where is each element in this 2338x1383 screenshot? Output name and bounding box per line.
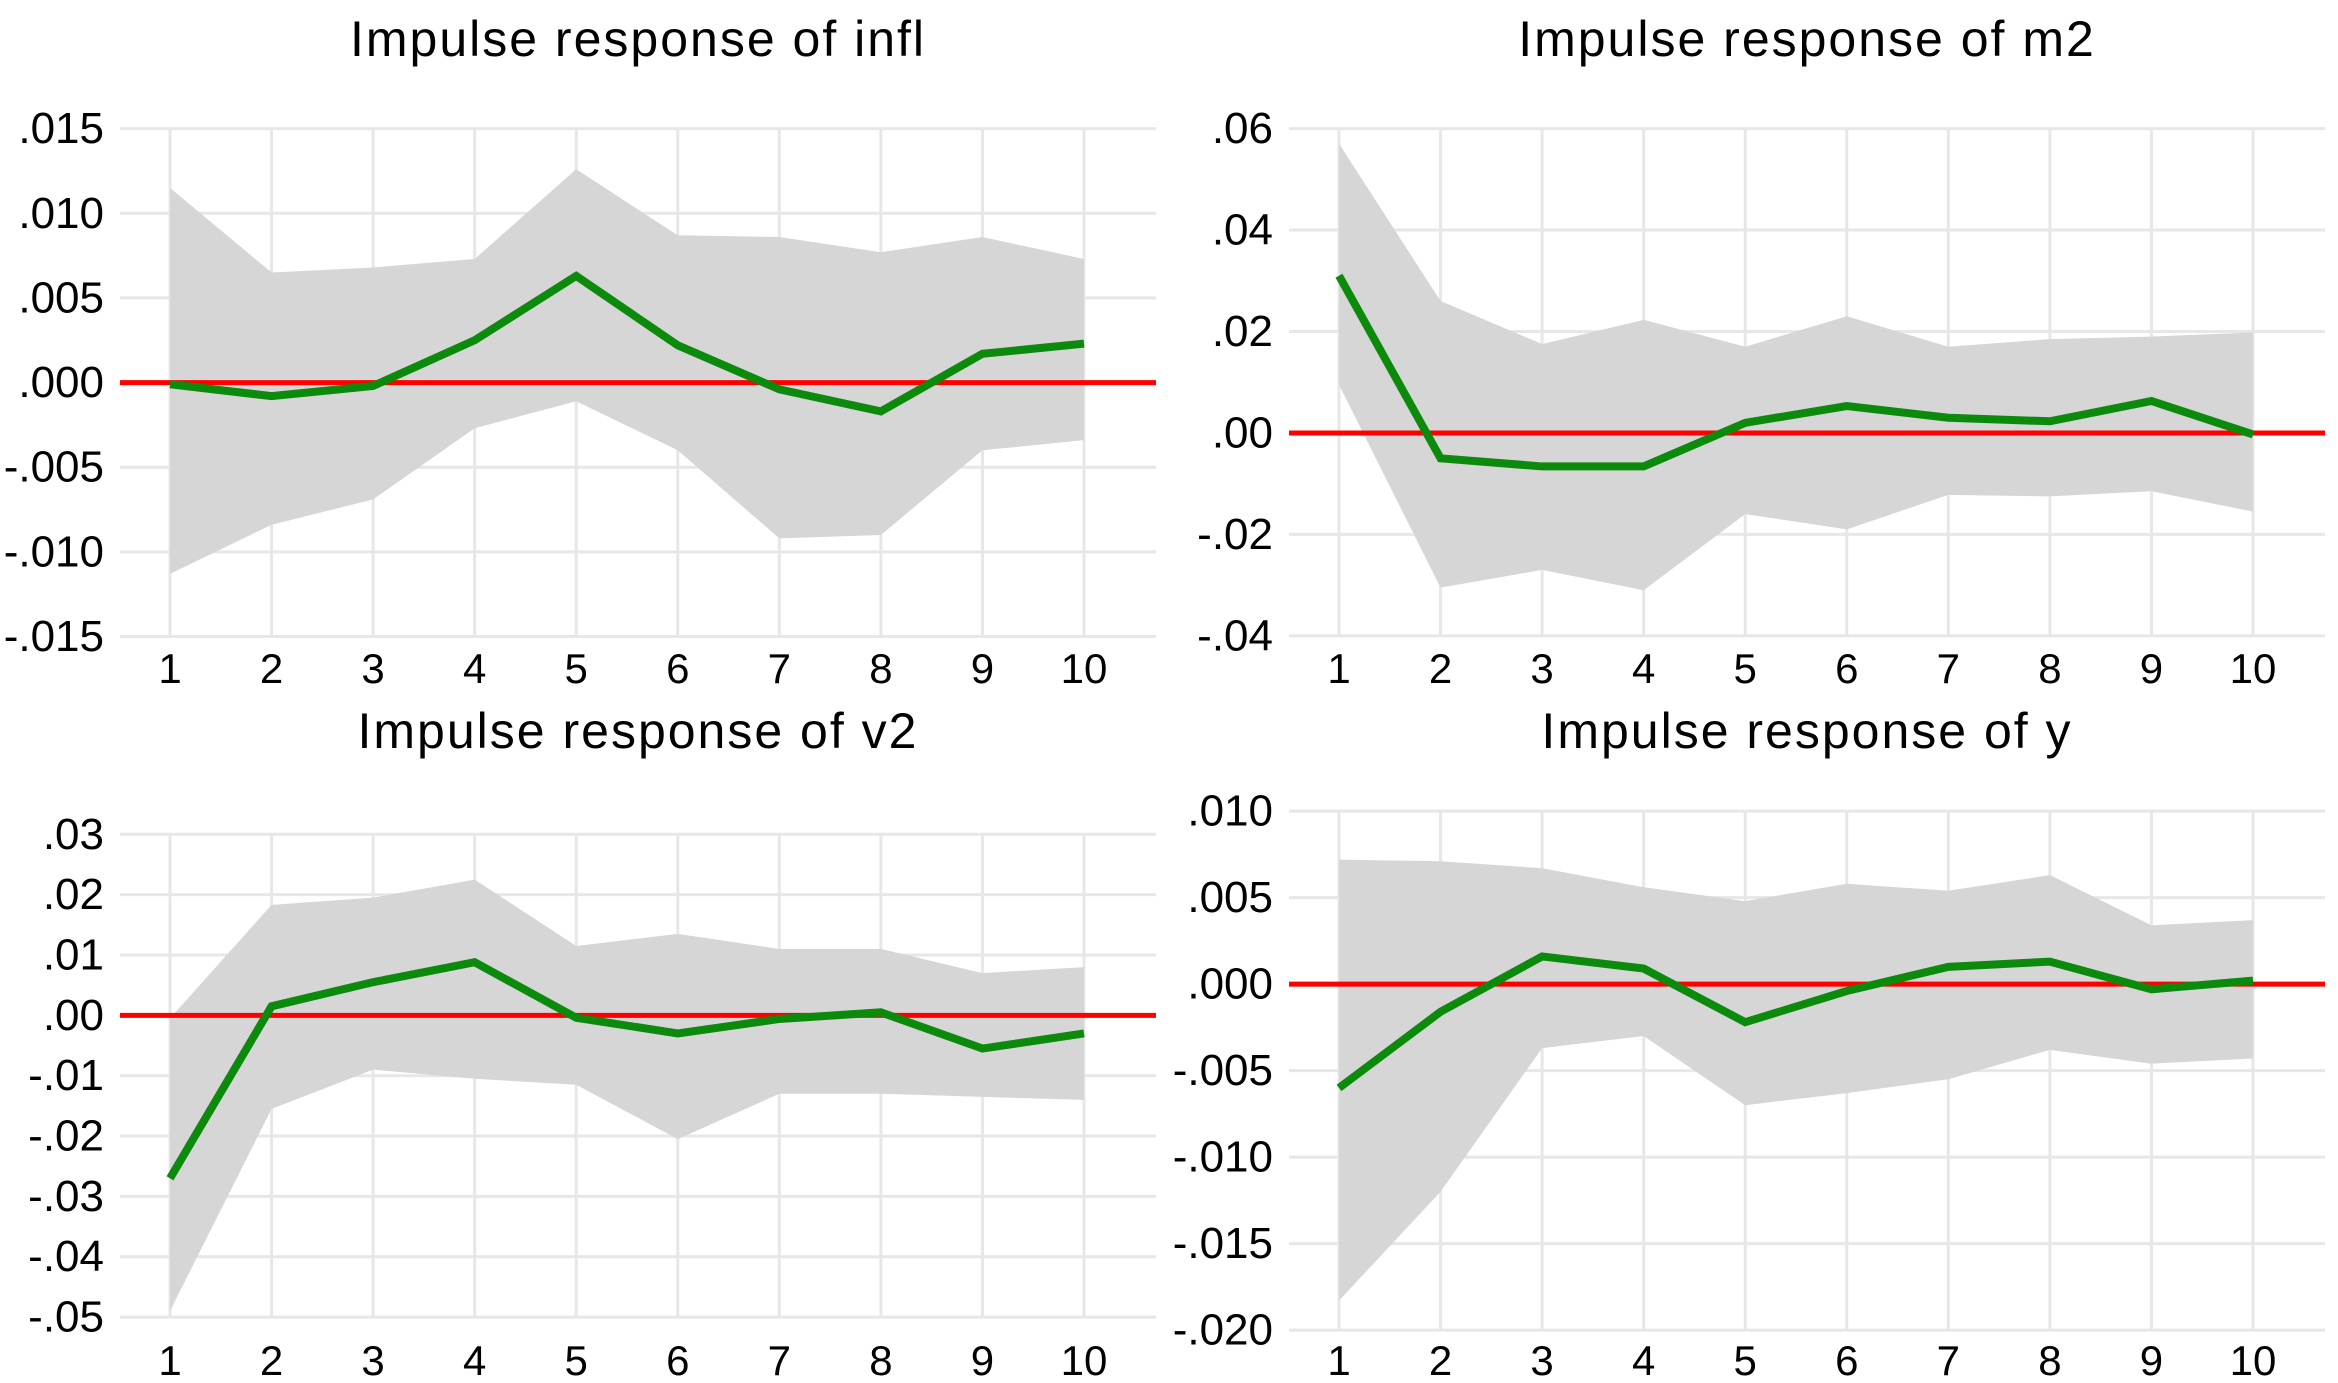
x-tick-label: 3 — [1530, 645, 1553, 692]
y-tick-label: .06 — [1212, 104, 1273, 153]
y-tick-label: -.015 — [4, 612, 104, 661]
x-tick-label: 6 — [1835, 1337, 1858, 1383]
irf-chart-m2: .06 .04 .02 .00 -.02 -.04 1 2 3 4 5 6 7 8 9 10 — [1197, 104, 2325, 692]
x-tick-label: 6 — [666, 645, 689, 692]
y-tick-label: .04 — [1212, 206, 1273, 255]
y-tick-label: .005 — [18, 273, 104, 322]
y-tick-label: -.010 — [1173, 1133, 1273, 1182]
x-tick-label: 10 — [2230, 645, 2277, 692]
x-tick-label: 5 — [565, 1337, 588, 1383]
y-tick-label: .000 — [18, 358, 104, 407]
y-tick-label: -.04 — [1197, 611, 1273, 660]
irf-chart-v2: .03 .02 .01 .00 -.01 -.02 -.03 -.04 -.05 1 2 3 4 5 6 7 8… — [28, 810, 1156, 1383]
irf-line — [166, 958, 1085, 1181]
x-tick-label: 2 — [260, 645, 283, 692]
x-tick-label: 3 — [361, 645, 384, 692]
chart-title-v2: Impulse response of v2 — [357, 703, 919, 759]
y-tick-label: .00 — [1212, 408, 1273, 457]
irf-panel-y: Impulse response of y .010 .005 .000 -.005 -… — [1169, 692, 2338, 1383]
y-tick-label: .02 — [43, 870, 104, 919]
irf-panel-v2: Impulse response of v2 .03 .02 .01 .00 -.01 -… — [0, 692, 1169, 1383]
chart-title-y: Impulse response of y — [1541, 703, 2073, 759]
y-tick-label: .010 — [1187, 787, 1273, 836]
x-tick-label: 1 — [1327, 645, 1350, 692]
x-tick-label: 9 — [2140, 1337, 2163, 1383]
y-tick-label: .01 — [43, 931, 104, 980]
x-tick-label: 4 — [463, 1337, 486, 1383]
irf-chart-y: .010 .005 .000 -.005 -.010 -.015 -.020 1 2 3 4 5 6 7 8… — [1173, 787, 2325, 1383]
y-tick-label: -.02 — [1197, 510, 1273, 559]
x-tick-label: 8 — [869, 1337, 892, 1383]
x-tick-label: 2 — [1429, 645, 1452, 692]
x-tick-label: 5 — [1734, 1337, 1757, 1383]
x-tick-label: 10 — [1061, 1337, 1108, 1383]
x-tick-label: 5 — [565, 645, 588, 692]
y-tick-label: -.04 — [28, 1232, 104, 1281]
chart-title-m2: Impulse response of m2 — [1518, 11, 2096, 67]
y-tick-label: -.005 — [4, 443, 104, 492]
x-tick-label: 4 — [1632, 1337, 1655, 1383]
x-tick-label: 3 — [361, 1337, 384, 1383]
x-tick-label: 1 — [158, 645, 181, 692]
x-tick-label: 4 — [463, 645, 486, 692]
chart-title-infl: Impulse response of infl — [349, 11, 927, 67]
y-tick-label: .010 — [18, 189, 104, 238]
x-tick-label: 8 — [869, 645, 892, 692]
x-tick-label: 7 — [1937, 1337, 1960, 1383]
y-tick-label: -.02 — [28, 1112, 104, 1161]
x-tick-label: 1 — [1327, 1337, 1350, 1383]
x-tick-label: 9 — [971, 645, 994, 692]
x-tick-label: 3 — [1530, 1337, 1553, 1383]
x-tick-label: 7 — [768, 645, 791, 692]
x-tick-label: 2 — [1429, 1337, 1452, 1383]
confidence-band — [170, 169, 1084, 574]
y-tick-label: .015 — [18, 104, 104, 153]
x-tick-label: 7 — [768, 1337, 791, 1383]
y-tick-label: -.015 — [1173, 1219, 1273, 1268]
y-tick-label: -.05 — [28, 1293, 104, 1342]
irf-panel-m2: Impulse response of m2 .06 .04 .02 .00 -.02 -… — [1169, 0, 2338, 692]
x-tick-label: 5 — [1734, 645, 1757, 692]
x-tick-label: 1 — [158, 1337, 181, 1383]
y-tick-label: .03 — [43, 810, 104, 859]
irf-line — [1336, 952, 2254, 1092]
irf-line — [1335, 273, 2255, 471]
y-tick-label: -.020 — [1173, 1306, 1273, 1355]
confidence-band — [170, 879, 1084, 1312]
confidence-band — [1339, 143, 2253, 591]
x-tick-label: 6 — [666, 1337, 689, 1383]
x-tick-label: 8 — [2038, 1337, 2061, 1383]
irf-line — [169, 271, 1085, 416]
x-tick-label: 7 — [1937, 645, 1960, 692]
y-tick-label: -.01 — [28, 1051, 104, 1100]
irf-panel-infl: Impulse response of infl .015 .010 .005 .00… — [0, 0, 1169, 692]
y-tick-label: .02 — [1212, 307, 1273, 356]
x-tick-label: 8 — [2038, 645, 2061, 692]
irf-chart-infl: .015 .010 .005 .000 -.005 -.010 -.015 1 2 3 4 5 6 7 8 9… — [4, 104, 1156, 692]
y-tick-label: .00 — [43, 991, 104, 1040]
y-tick-label: -.03 — [28, 1172, 104, 1221]
x-tick-label: 9 — [971, 1337, 994, 1383]
x-tick-label: 2 — [260, 1337, 283, 1383]
y-tick-label: .005 — [1187, 873, 1273, 922]
x-tick-label: 10 — [2230, 1337, 2277, 1383]
x-tick-label: 4 — [1632, 645, 1655, 692]
y-tick-label: -.005 — [1173, 1046, 1273, 1095]
y-tick-label: -.010 — [4, 527, 104, 576]
x-tick-label: 9 — [2140, 645, 2163, 692]
confidence-band — [1339, 859, 2253, 1301]
y-tick-label: .000 — [1187, 960, 1273, 1009]
x-tick-label: 6 — [1835, 645, 1858, 692]
x-tick-label: 10 — [1061, 645, 1108, 692]
